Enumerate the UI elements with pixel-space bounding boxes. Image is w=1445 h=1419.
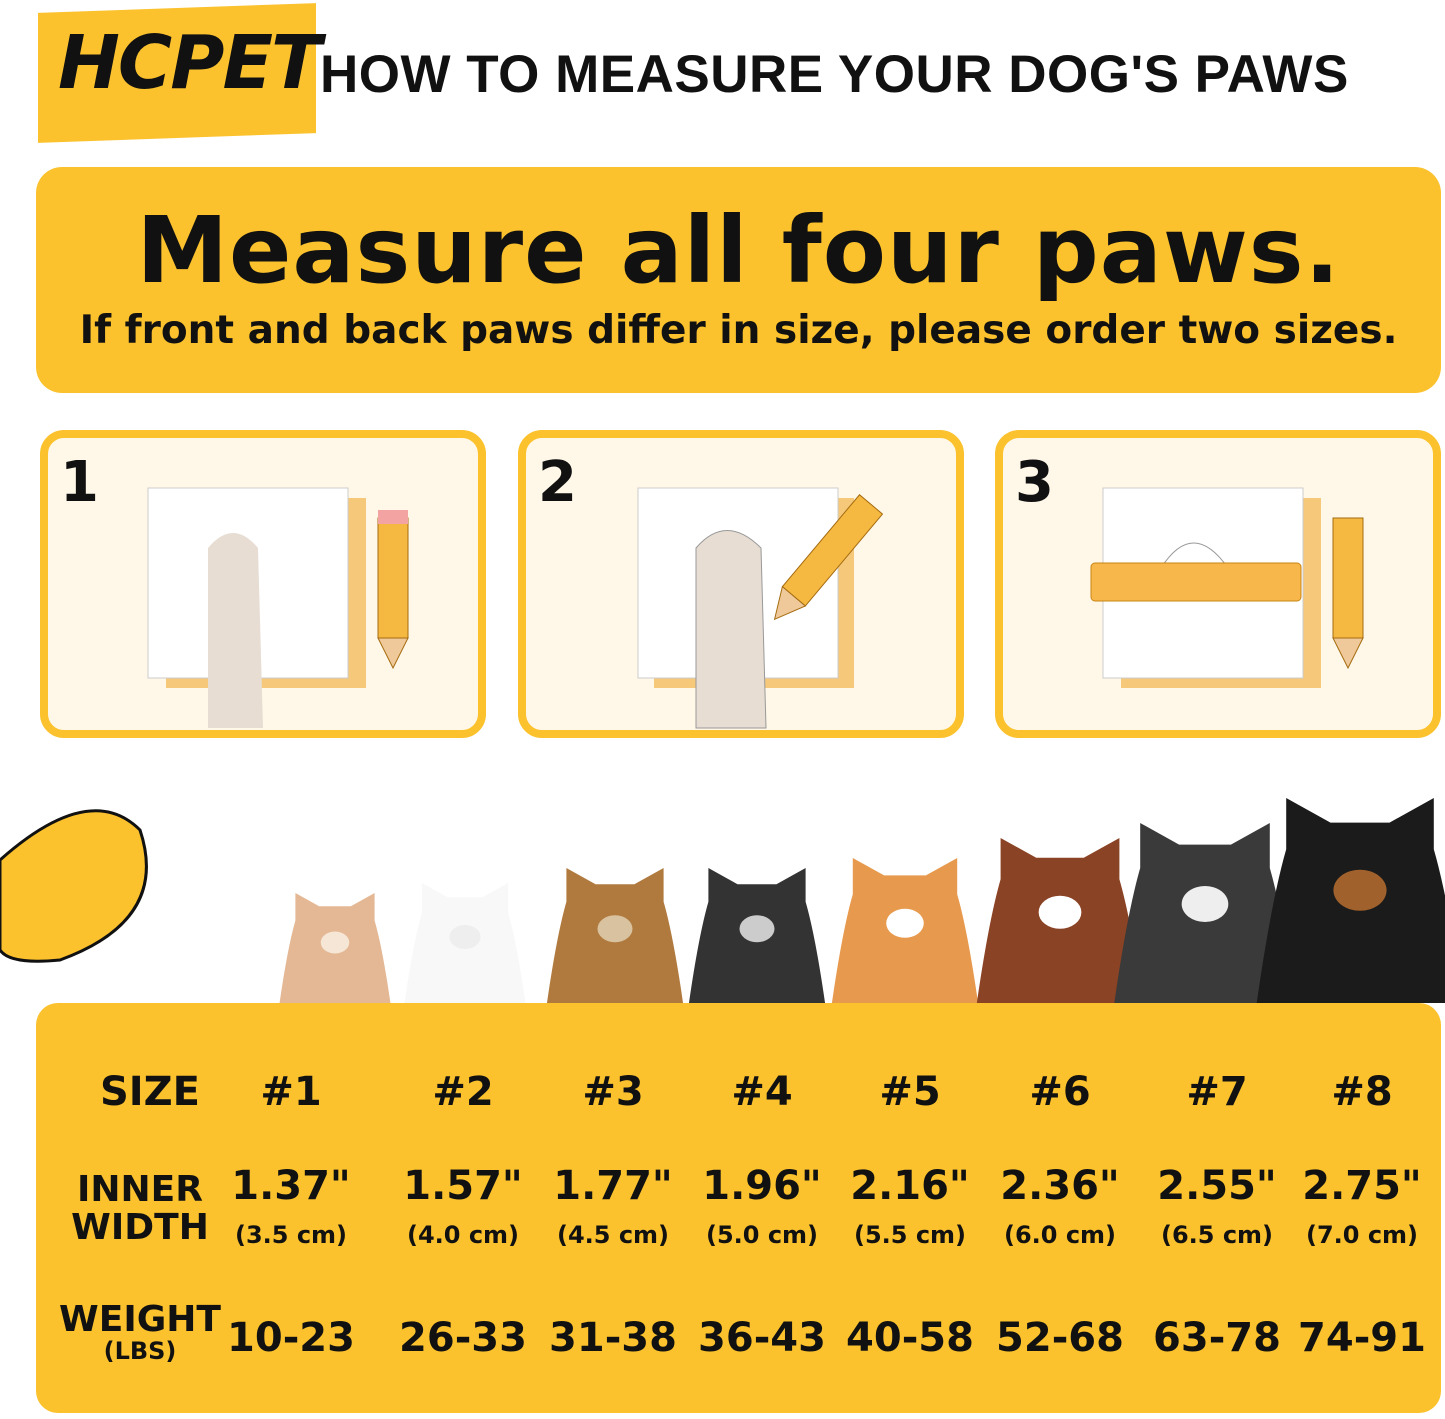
inner-width-inch: 1.96" <box>702 1163 822 1209</box>
trace-paw-icon <box>637 487 884 729</box>
step-number: 2 <box>538 450 577 515</box>
step-number: 1 <box>60 450 99 515</box>
australian-shepherd-dog <box>976 838 1144 1003</box>
size-value: #6 <box>1029 1069 1091 1115</box>
weight-range: 40-58 <box>846 1315 974 1361</box>
inner-width-inch: 2.55" <box>1157 1163 1277 1209</box>
paw-on-paper-icon <box>147 487 409 728</box>
inner-width-inch: 2.75" <box>1302 1163 1422 1209</box>
banner-headline: Measure all four paws. <box>136 197 1341 304</box>
banner-subline: If front and back paws differ in size, p… <box>79 308 1398 353</box>
page-title: HOW TO MEASURE YOUR DOG'S PAWS <box>320 45 1349 104</box>
yorkshire-terrier-dog <box>546 868 684 1003</box>
inner-width-inch: 2.36" <box>1000 1163 1120 1209</box>
step-number: 3 <box>1015 450 1054 515</box>
inner-width-cm: (6.5 cm) <box>1160 1221 1274 1249</box>
size-label: SIZE <box>99 1069 201 1115</box>
weight-label-text: WEIGHT <box>59 1299 221 1340</box>
inner-width-inch: 1.57" <box>403 1163 523 1209</box>
size-value: #8 <box>1331 1069 1393 1115</box>
inner-width-label-line1: INNER <box>77 1169 203 1210</box>
inner-width-inch: 1.37" <box>231 1163 351 1209</box>
instruction-banner: Measure all four paws. If front and back… <box>36 167 1441 393</box>
inner-width-cm: (5.5 cm) <box>853 1221 967 1249</box>
inner-width-inch: 1.77" <box>553 1163 673 1209</box>
inner-width-inch: 2.16" <box>850 1163 970 1209</box>
schnauzer-dog <box>688 868 826 1003</box>
ruler-measure-icon <box>1090 487 1364 688</box>
inner-width-label-line2: WIDTH <box>71 1206 209 1248</box>
size-value: #1 <box>260 1069 322 1115</box>
step-2-panel: 2 <box>518 430 964 738</box>
weight-range: 36-43 <box>698 1315 826 1361</box>
inner-width-cm: (7.0 cm) <box>1305 1221 1419 1249</box>
weight-unit: (LBS) <box>103 1336 177 1365</box>
step-3-panel: 3 <box>995 430 1441 738</box>
weight-range: 26-33 <box>399 1315 527 1361</box>
size-chart: SIZE INNER WIDTH WEIGHT (LBS) #1 1.37" (3.… <box>36 1003 1441 1413</box>
inner-width-cm: (3.5 cm) <box>234 1221 348 1249</box>
size-value: #3 <box>582 1069 644 1115</box>
swoosh-decoration <box>0 809 148 963</box>
chihuahua-dog <box>279 893 391 1003</box>
size-value: #5 <box>879 1069 941 1115</box>
rottweiler-dog <box>1256 798 1445 1003</box>
inner-width-cm: (5.0 cm) <box>705 1221 819 1249</box>
weight-range: 74-91 <box>1298 1315 1426 1361</box>
shiba-inu-dog <box>831 858 979 1003</box>
step-1-panel: 1 <box>40 430 486 738</box>
size-value: #2 <box>432 1069 494 1115</box>
brand-logo: HCPET <box>58 20 322 106</box>
inner-width-cm: (6.0 cm) <box>1003 1221 1117 1249</box>
size-value: #7 <box>1186 1069 1248 1115</box>
dog-breeds-illustration <box>0 798 1445 1003</box>
weight-range: 63-78 <box>1153 1315 1281 1361</box>
bichon-dog <box>404 883 526 1003</box>
husky-dog <box>1114 823 1296 1003</box>
inner-width-cm: (4.0 cm) <box>406 1221 520 1249</box>
weight-range: 52-68 <box>996 1315 1124 1361</box>
inner-width-label: INNER WIDTH <box>71 1171 209 1247</box>
inner-width-cm: (4.5 cm) <box>556 1221 670 1249</box>
size-value: #4 <box>731 1069 793 1115</box>
weight-label: WEIGHT (LBS) <box>59 1301 221 1364</box>
weight-range: 10-23 <box>227 1315 355 1361</box>
weight-range: 31-38 <box>549 1315 677 1361</box>
